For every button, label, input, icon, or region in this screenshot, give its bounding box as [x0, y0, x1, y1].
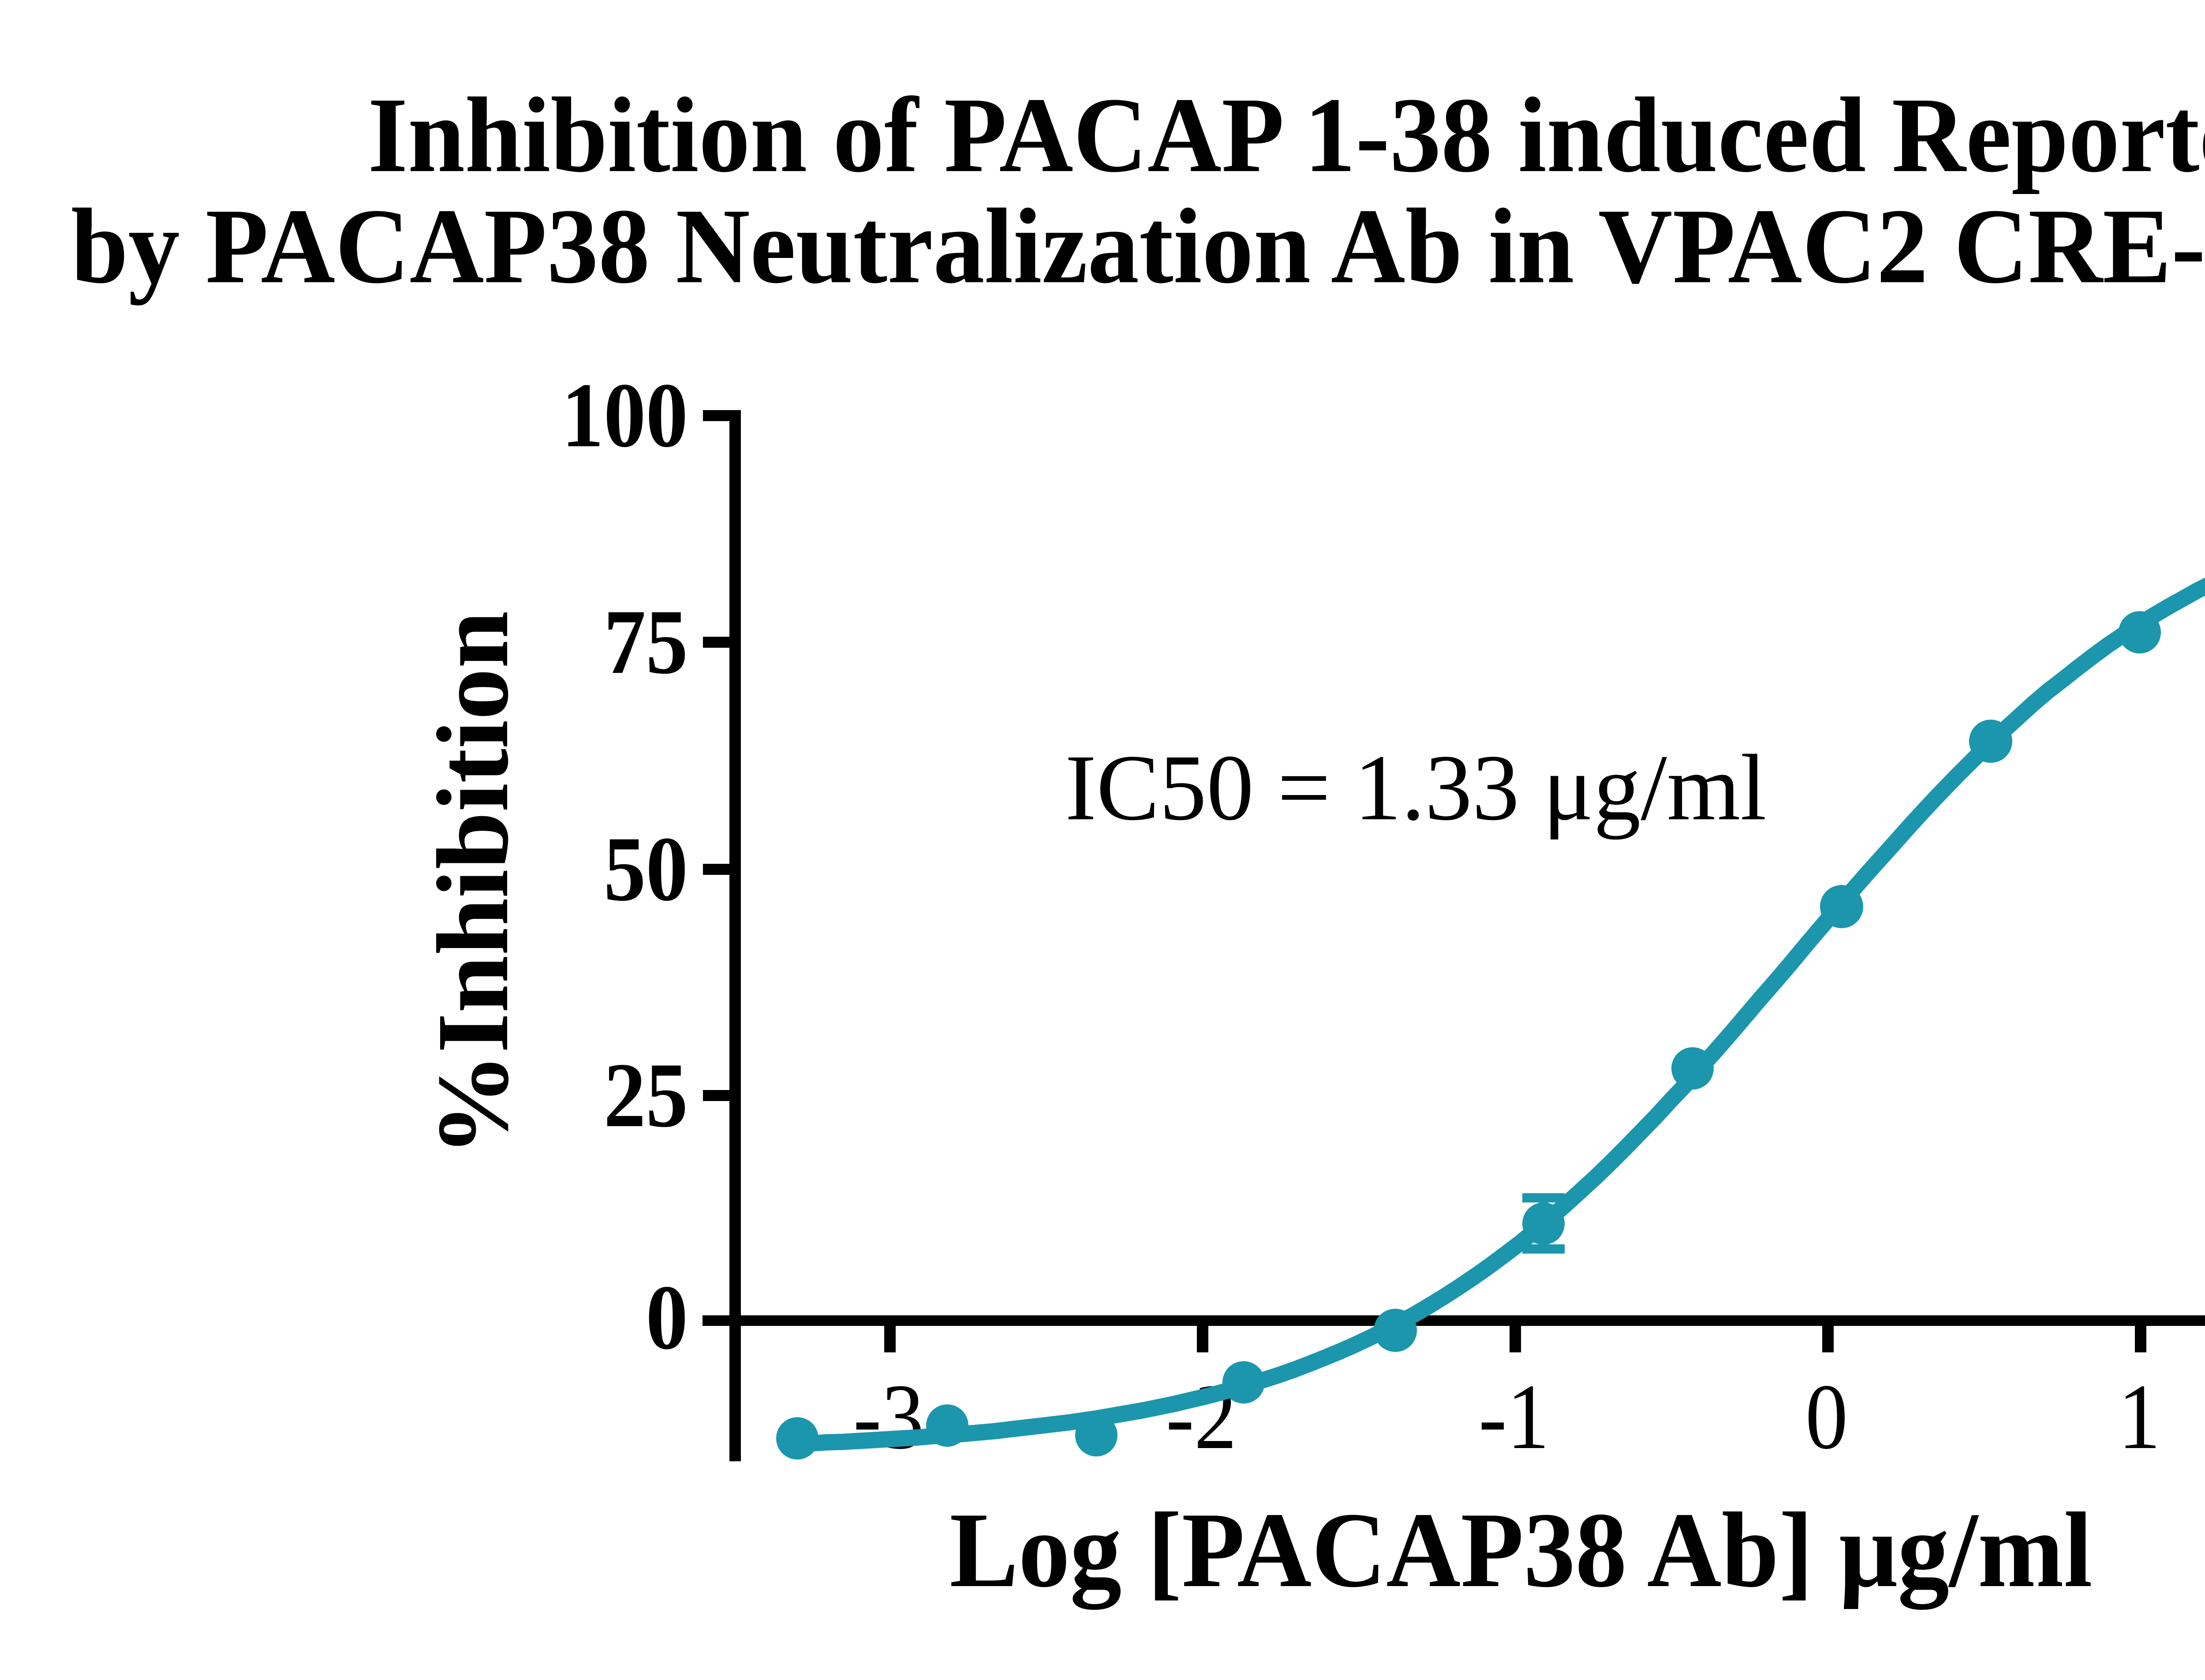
svg-text:Log [PACAP38 Ab] μg/ml: Log [PACAP38 Ab] μg/ml — [949, 1490, 2093, 1610]
svg-text:0: 0 — [1805, 1365, 1848, 1468]
svg-text:25: 25 — [604, 1044, 688, 1146]
svg-text:-3: -3 — [853, 1365, 924, 1468]
svg-text:by PACAP38 Neutralization Ab i: by PACAP38 Neutralization Ab in VPAC2 CR… — [71, 186, 2205, 306]
svg-text:50: 50 — [604, 818, 688, 920]
svg-text:-1: -1 — [1479, 1365, 1550, 1468]
svg-text:100: 100 — [561, 364, 688, 467]
svg-text:75: 75 — [604, 591, 688, 693]
svg-text:0: 0 — [646, 1266, 688, 1369]
svg-text:Inhibition of PACAP 1-38 induc: Inhibition of PACAP 1-38 induced Reporte… — [368, 75, 2205, 194]
svg-text:%Inhibition: %Inhibition — [416, 611, 530, 1156]
svg-text:1: 1 — [2118, 1365, 2160, 1468]
svg-text:IC50 = 1.33 μg/ml: IC50 = 1.33 μg/ml — [1065, 735, 1767, 840]
